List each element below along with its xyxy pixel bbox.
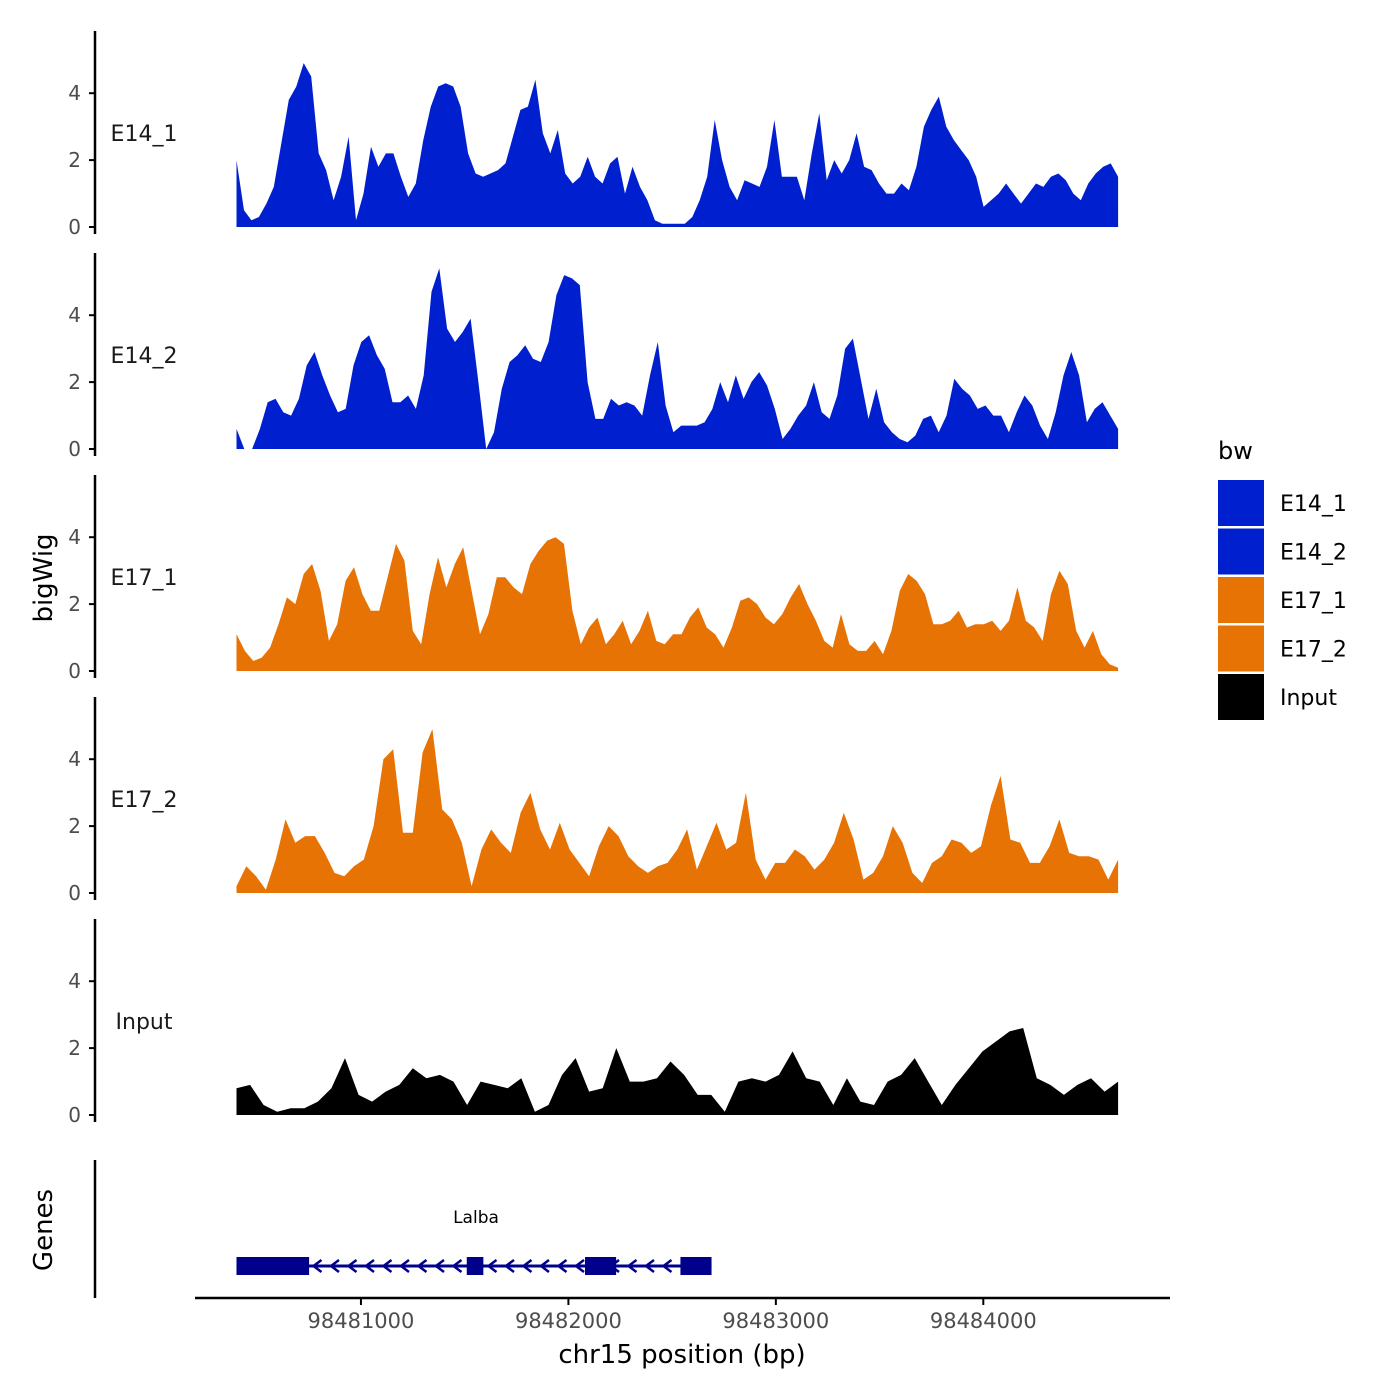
series-area-E17_2 [236, 729, 1119, 893]
series-area-Input [236, 1028, 1119, 1115]
track-label: Input [116, 1010, 173, 1035]
strand-arrow [363, 1259, 375, 1273]
gene-exon [585, 1257, 617, 1275]
legend-label: Input [1280, 686, 1337, 711]
legend-swatch [1218, 674, 1264, 720]
track-panel-E17_2: 0 2 4 E17_2 [68, 697, 1119, 905]
gene-exon [680, 1257, 712, 1275]
y-tick-label: 2 [68, 814, 81, 838]
y-tick-label: 4 [68, 747, 81, 771]
track-panel-E17_1: 0 2 4 E17_1 [68, 475, 1119, 683]
track-label: E17_2 [111, 788, 178, 813]
gene-name-label: Lalba [453, 1208, 499, 1228]
track-label: E14_2 [111, 344, 178, 369]
legend-item-E14_2: E14_2 [1218, 528, 1347, 575]
strand-arrow [328, 1259, 340, 1273]
strand-arrow [451, 1259, 463, 1273]
y-tick-label: 0 [68, 215, 81, 239]
gene-track: Lalba [93, 1160, 712, 1298]
strand-arrow [433, 1259, 445, 1273]
gene-exon [466, 1257, 484, 1275]
strand-arrow [538, 1259, 550, 1273]
gene-exon [236, 1257, 310, 1275]
y-tick-label: 0 [68, 659, 81, 683]
y-tick-label: 2 [68, 148, 81, 172]
x-tick-label: 98482000 [515, 1309, 622, 1333]
track-panels: 0 2 4 E14_1 0 2 4 E14_2 0 2 4 E17_1 0 2 4 E17_2 0 2 4 Input [68, 31, 1119, 1127]
strand-arrow [521, 1259, 533, 1273]
series-area-E17_1 [236, 537, 1119, 671]
legend-swatch [1218, 528, 1264, 575]
legend-label: E14_2 [1280, 541, 1347, 566]
legend: bw E14_1 E14_2 E17_1 E17_2 Input [1218, 437, 1347, 720]
strand-arrow [346, 1259, 358, 1273]
x-tick-label: 98481000 [308, 1309, 415, 1333]
legend-item-E14_1: E14_1 [1218, 480, 1347, 526]
y-tick-label: 4 [68, 81, 81, 105]
strand-arrow [556, 1259, 568, 1273]
genes-track-title: Genes [29, 1189, 59, 1271]
legend-label: E17_1 [1280, 589, 1347, 614]
legend-label: E17_2 [1280, 638, 1347, 663]
strand-arrow [503, 1258, 515, 1274]
track-label: E17_1 [111, 566, 178, 591]
strand-arrow [661, 1259, 673, 1273]
legend-title: bw [1218, 437, 1253, 465]
strand-arrow [398, 1259, 410, 1273]
x-axis-title: chr15 position (bp) [558, 1340, 805, 1370]
y-tick-label: 2 [68, 592, 81, 616]
y-tick-label: 4 [68, 525, 81, 549]
track-panel-E14_2: 0 2 4 E14_2 [68, 253, 1119, 461]
y-tick-label: 4 [68, 303, 81, 327]
legend-label: E14_1 [1280, 492, 1347, 517]
x-tick-label: 98484000 [930, 1309, 1037, 1333]
track-panel-Input: 0 2 4 Input [68, 919, 1119, 1127]
legend-item-E17_2: E17_2 [1218, 625, 1347, 672]
y-tick-label: 0 [68, 881, 81, 905]
x-axis: 98481000 98482000 98483000 98484000 [195, 1296, 1170, 1333]
strand-arrow [381, 1259, 393, 1273]
x-tick-label: 98483000 [722, 1309, 829, 1333]
strand-arrow [311, 1259, 323, 1273]
strand-arrow [643, 1259, 655, 1273]
track-label: E14_1 [111, 122, 178, 147]
y-tick-label: 2 [68, 1036, 81, 1060]
strand-arrow [486, 1259, 498, 1273]
strand-arrow [626, 1259, 638, 1273]
legend-item-Input: Input [1218, 674, 1337, 720]
track-panel-E14_1: 0 2 4 E14_1 [68, 31, 1119, 239]
series-area-E14_2 [236, 268, 1119, 449]
y-axis-title: bigWig [29, 533, 59, 622]
y-tick-label: 0 [68, 437, 81, 461]
legend-swatch [1218, 625, 1264, 672]
legend-swatch [1218, 480, 1264, 526]
series-area-E14_1 [236, 63, 1119, 227]
y-tick-label: 0 [68, 1103, 81, 1127]
strand-arrow [573, 1259, 585, 1273]
strand-arrow [416, 1259, 428, 1273]
y-tick-label: 2 [68, 370, 81, 394]
legend-item-E17_1: E17_1 [1218, 577, 1347, 623]
legend-swatch [1218, 577, 1264, 623]
y-tick-label: 4 [68, 969, 81, 993]
